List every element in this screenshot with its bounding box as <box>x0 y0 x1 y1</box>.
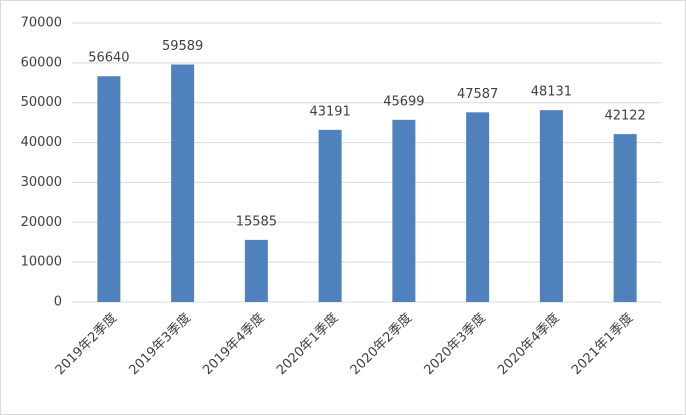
y-tick-label: 50000 <box>21 95 62 110</box>
y-tick-label: 20000 <box>21 215 62 230</box>
bar <box>539 110 563 302</box>
data-label: 42122 <box>604 109 645 124</box>
data-label: 15585 <box>236 214 277 229</box>
data-label: 43191 <box>309 104 350 119</box>
y-tick-label: 70000 <box>21 16 62 31</box>
data-label: 47587 <box>457 87 498 102</box>
bar <box>613 134 637 302</box>
bar <box>466 112 490 302</box>
bar <box>171 64 195 302</box>
y-tick-label: 40000 <box>21 135 62 150</box>
bar <box>392 119 416 302</box>
y-tick-label: 0 <box>54 295 62 310</box>
y-tick-label: 30000 <box>21 175 62 190</box>
bar <box>97 76 121 302</box>
data-label: 48131 <box>531 85 572 100</box>
data-label: 56640 <box>88 51 129 66</box>
data-label: 59589 <box>162 39 203 54</box>
y-tick-label: 60000 <box>21 55 62 70</box>
y-tick-label: 10000 <box>21 255 62 270</box>
data-label: 45699 <box>383 94 424 109</box>
bar <box>244 239 268 302</box>
bar <box>318 129 342 302</box>
